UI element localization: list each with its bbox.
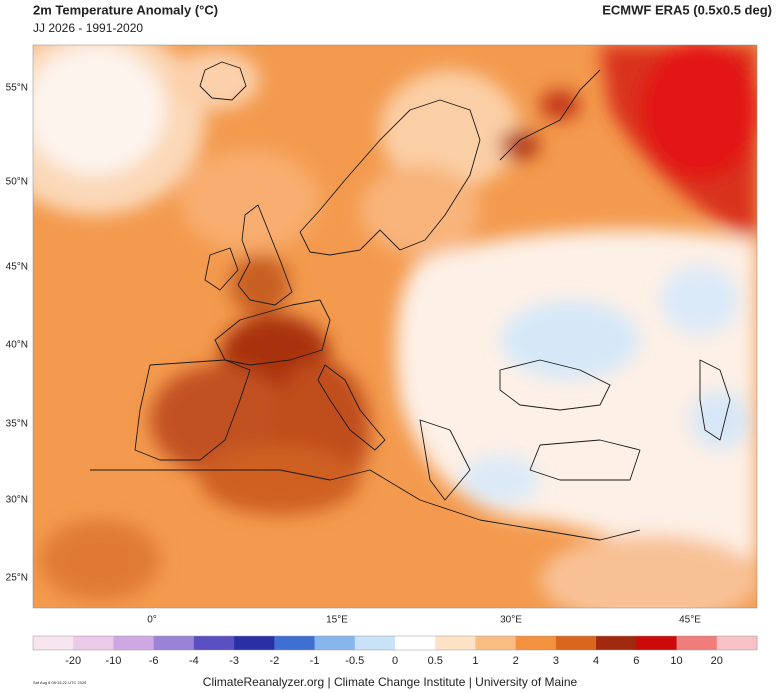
- colorbar-swatch: [354, 636, 396, 650]
- colorbar-label: -20: [65, 655, 81, 667]
- colorbar-swatch: [314, 636, 356, 650]
- colorbar-label: 3: [553, 655, 559, 667]
- lat-label: 25°N: [6, 573, 28, 584]
- colorbar-label: -4: [189, 655, 199, 667]
- lat-label: 45°N: [6, 262, 28, 273]
- colorbar-swatch: [33, 636, 74, 650]
- lon-label: 45°E: [679, 615, 701, 626]
- colorbar-swatch: [475, 636, 517, 650]
- colorbar-swatch: [596, 636, 637, 650]
- coastlines: [90, 61, 731, 541]
- map-frame: [32, 44, 758, 609]
- lat-label: 55°N: [6, 83, 28, 94]
- colorbar-label: 0.5: [428, 655, 443, 667]
- colorbar: -20 -10 -6 -4 -3 -2 -1 -0.5 0 0.5 1 2 3 4 6 10 20: [32, 635, 758, 667]
- colorbar-label: -2: [269, 655, 279, 667]
- title: 2m Temperature Anomaly (°C): [33, 2, 218, 17]
- colorbar-swatch: [636, 636, 678, 650]
- colorbar-label: -0.5: [345, 655, 364, 667]
- lat-label: 35°N: [6, 419, 28, 430]
- colorbar-swatch: [395, 636, 436, 650]
- lon-label: 30°E: [500, 615, 522, 626]
- lat-label: 50°N: [6, 177, 28, 188]
- colorbar-label: -1: [310, 655, 320, 667]
- colorbar-swatch: [113, 636, 155, 650]
- colorbar-swatch: [555, 636, 597, 650]
- colorbar-label: -3: [229, 655, 239, 667]
- colorbar-label: 1: [472, 655, 478, 667]
- colorbar-swatch: [435, 636, 476, 650]
- colorbar-label: -6: [149, 655, 159, 667]
- colorbar-swatch: [676, 636, 718, 650]
- colorbar-frame: [32, 635, 758, 651]
- lon-label: 15°E: [326, 615, 348, 626]
- colorbar-label: 10: [670, 655, 682, 667]
- lon-label: 0°: [147, 615, 157, 626]
- colorbar-label: 2: [513, 655, 519, 667]
- source: ECMWF ERA5 (0.5x0.5 deg): [602, 2, 772, 17]
- subtitle: JJ 2026 - 1991-2020: [33, 21, 143, 35]
- colorbar-label: 0: [392, 655, 398, 667]
- colorbar-swatch: [716, 636, 758, 650]
- colorbar-swatch: [515, 636, 557, 650]
- colorbar-label: -10: [105, 655, 121, 667]
- colorbar-swatch: [153, 636, 195, 650]
- credit: ClimateReanalyzer.org | Climate Change I…: [203, 675, 578, 689]
- colorbar-swatch: [193, 636, 235, 650]
- map: [33, 45, 757, 608]
- axis-labels: 55°N 50°N 45°N 40°N 35°N 30°N 25°N 0° 15°E 30°E 45…: [6, 83, 702, 626]
- colorbar-swatch: [274, 636, 316, 650]
- colorbar-label: 6: [633, 655, 639, 667]
- lat-label: 40°N: [6, 340, 28, 351]
- colorbar-swatch: [234, 636, 275, 650]
- colorbar-swatch: [73, 636, 114, 650]
- anomaly-field: [33, 45, 757, 608]
- lat-label: 30°N: [6, 495, 28, 506]
- colorbar-label: 4: [593, 655, 599, 667]
- colorbar-label: 20: [711, 655, 723, 667]
- timestamp: Sat Aug 8 08:15:22 UTC 2026: [33, 680, 87, 685]
